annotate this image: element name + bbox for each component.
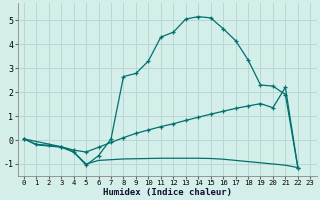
- X-axis label: Humidex (Indice chaleur): Humidex (Indice chaleur): [103, 188, 232, 197]
